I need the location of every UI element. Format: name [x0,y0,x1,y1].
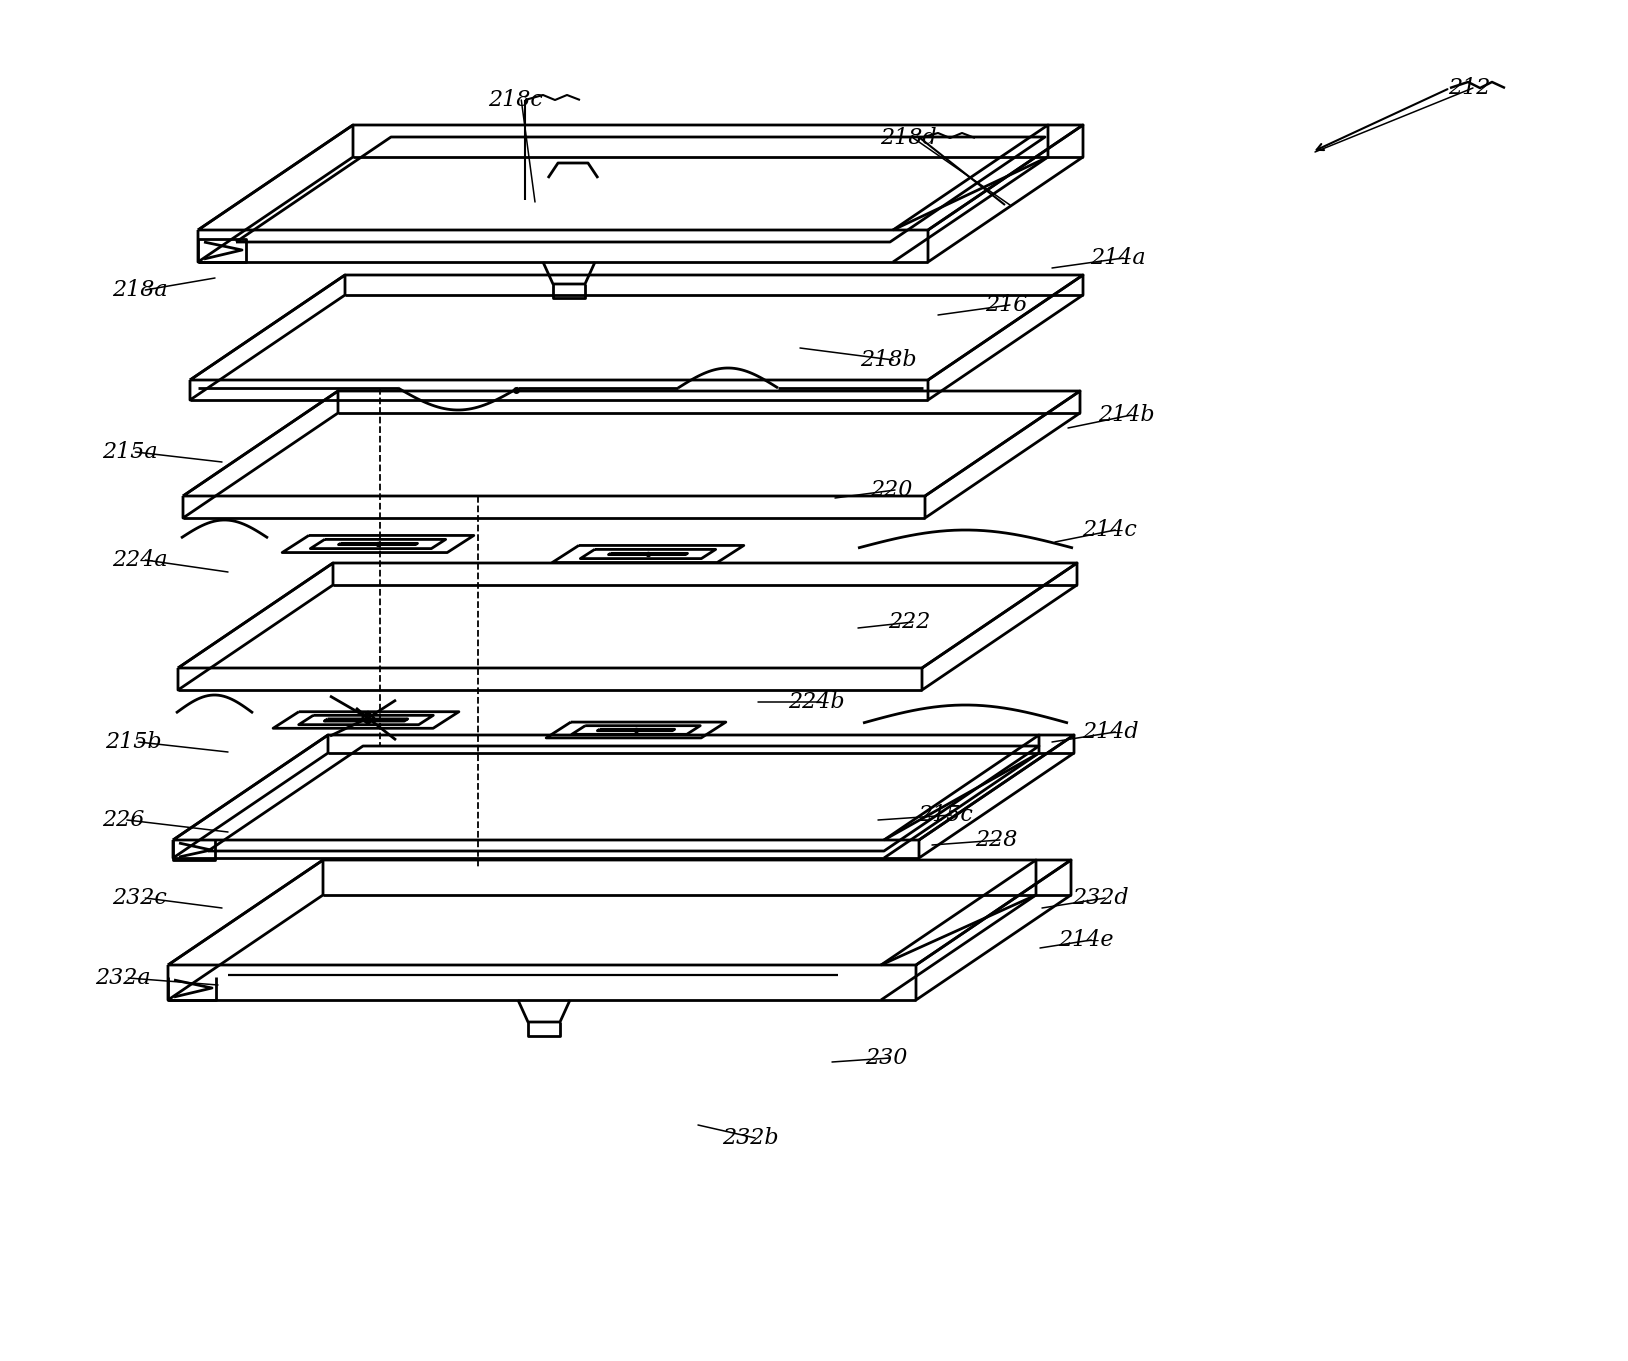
Text: 232a: 232a [94,968,151,989]
Text: 214a: 214a [1091,246,1146,269]
Text: 220: 220 [869,479,912,501]
Text: 218a: 218a [112,279,168,301]
Text: 224a: 224a [112,548,168,572]
Text: 230: 230 [864,1047,907,1068]
Text: 214b: 214b [1097,404,1154,426]
Text: 218d: 218d [881,127,936,148]
Text: 214c: 214c [1083,519,1136,542]
Text: 214d: 214d [1083,721,1138,743]
Text: 232d: 232d [1071,887,1128,909]
Text: 232b: 232b [721,1127,778,1149]
Text: 224b: 224b [788,691,845,713]
Text: 218c: 218c [488,88,542,112]
Text: 216: 216 [985,294,1027,316]
Text: 218b: 218b [860,348,917,372]
Text: 212: 212 [1447,78,1490,99]
Text: 232c: 232c [112,887,168,909]
Text: 222: 222 [887,611,930,633]
Text: 214e: 214e [1058,930,1114,951]
Text: 228: 228 [975,829,1018,851]
Text: 226: 226 [103,808,145,832]
Text: 215b: 215b [104,731,161,753]
Text: 215c: 215c [918,804,974,826]
Text: 215a: 215a [103,441,158,463]
